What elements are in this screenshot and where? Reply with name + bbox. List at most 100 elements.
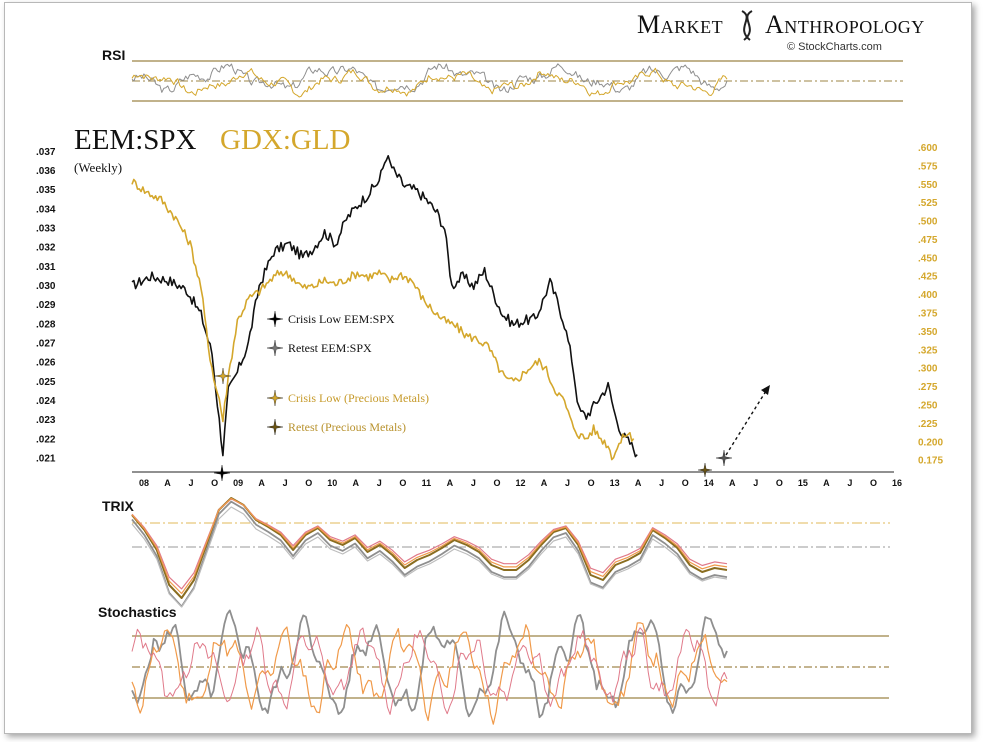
x-tick-label: 09 (233, 478, 243, 488)
x-tick-label: A (447, 478, 454, 488)
legend-label: Crisis Low EEM:SPX (288, 312, 395, 326)
x-tick-label: A (164, 478, 171, 488)
credit: © StockCharts.com (787, 41, 882, 53)
left-tick-label: .027 (36, 338, 56, 349)
left-tick-label: .021 (36, 453, 56, 464)
left-tick-label: .036 (36, 166, 56, 177)
retest-eem-marker (715, 449, 733, 467)
x-tick-label: J (189, 478, 194, 488)
trix-title: TRIX (102, 498, 135, 514)
left-tick-label: .022 (36, 434, 56, 445)
title-primary: EEM:SPX (74, 124, 197, 156)
main-panel (131, 155, 894, 482)
right-tick-label: .350 (918, 327, 938, 338)
dna-logo-icon (741, 10, 753, 41)
left-tick-label: .023 (36, 415, 56, 426)
x-tick-label: J (377, 478, 382, 488)
x-tick-label: J (283, 478, 288, 488)
right-tick-label: .225 (918, 419, 938, 430)
x-tick-label: 10 (327, 478, 337, 488)
x-tick-label: J (847, 478, 852, 488)
left-tick-label: .037 (36, 147, 56, 158)
chart-frame (4, 2, 972, 734)
x-tick-label: O (211, 478, 218, 488)
right-tick-label: .500 (918, 217, 938, 228)
stoch-line-pink (131, 626, 728, 715)
left-tick-label: .024 (36, 396, 56, 407)
gold-star-icon (266, 389, 284, 407)
left-tick-label: .028 (36, 319, 56, 330)
right-tick-label: .275 (918, 382, 938, 393)
right-tick-label: .450 (918, 253, 938, 264)
right-tick-label: .300 (918, 364, 938, 375)
x-tick-label: 08 (139, 478, 149, 488)
legend-label: Retest EEM:SPX (288, 341, 372, 355)
series-line-eem-spx (131, 155, 638, 458)
left-tick-label: .029 (36, 300, 56, 311)
right-tick-label: .425 (918, 272, 938, 283)
trix-panel (131, 497, 890, 608)
rsi-line-gold (131, 67, 728, 98)
left-tick-label: .026 (36, 358, 56, 369)
left-tick-label: .032 (36, 243, 56, 254)
crisis-low-gold-marker (214, 367, 232, 385)
x-tick-label: O (588, 478, 595, 488)
right-tick-label: .575 (918, 161, 938, 172)
rsi-line-eem (131, 63, 728, 93)
trix-line-gray (131, 500, 728, 608)
right-axis: .600 .575 .550 .525 .500 .475 .450 .425 .400 .375… (918, 143, 943, 467)
black-star-icon (266, 310, 284, 328)
x-tick-label: O (305, 478, 312, 488)
right-tick-label: .325 (918, 345, 938, 356)
legend-label: Crisis Low (Precious Metals) (288, 391, 429, 405)
left-tick-label: .035 (36, 185, 56, 196)
x-tick-label: O (682, 478, 689, 488)
stochastics-title: Stochastics (98, 604, 177, 620)
right-tick-label: .400 (918, 290, 938, 301)
x-tick-label: J (659, 478, 664, 488)
right-tick-label: .475 (918, 235, 938, 246)
x-tick-label: J (471, 478, 476, 488)
right-tick-label: 0.200 (918, 437, 943, 448)
x-tick-label: A (823, 478, 830, 488)
right-tick-label: .600 (918, 143, 938, 154)
left-tick-label: .031 (36, 262, 56, 273)
x-tick-label: 14 (704, 478, 714, 488)
x-tick-label: O (776, 478, 783, 488)
stoch-line-orange (131, 622, 728, 725)
x-tick-label: O (493, 478, 500, 488)
x-tick-label: A (258, 478, 265, 488)
x-tick-label: O (399, 478, 406, 488)
title-secondary: GDX:GLD (220, 124, 351, 156)
right-tick-label: .525 (918, 198, 938, 209)
legend: Crisis Low EEM:SPX Retest EEM:SPX Crisis L… (266, 310, 429, 436)
x-tick-label: A (635, 478, 642, 488)
x-tick-label: A (729, 478, 736, 488)
right-tick-label: 0.175 (918, 456, 943, 467)
left-tick-label: .025 (36, 377, 56, 388)
retest-gold-marker (697, 462, 713, 478)
right-tick-label: .250 (918, 400, 938, 411)
x-tick-label: 16 (892, 478, 902, 488)
x-tick-label: 13 (610, 478, 620, 488)
x-tick-label: 11 (422, 478, 432, 488)
x-tick-label: O (870, 478, 877, 488)
legend-label: Retest (Precious Metals) (288, 420, 406, 434)
x-tick-label: J (753, 478, 758, 488)
left-tick-label: .034 (36, 204, 56, 215)
stoch-line-gray (131, 609, 728, 719)
x-tick-label: 15 (798, 478, 808, 488)
left-tick-label: .033 (36, 223, 56, 234)
left-axis: .037 .036 .035 .034 .033 .032 .031 .030 .029 .028… (36, 147, 56, 465)
trix-line-gold (131, 497, 728, 599)
right-tick-label: .550 (918, 180, 938, 191)
trix-line-lightgray (131, 506, 728, 608)
projection-arrow (725, 390, 767, 456)
rsi-panel (131, 60, 903, 102)
right-tick-label: .375 (918, 309, 938, 320)
series-line-gdx-gld (131, 178, 635, 461)
crisis-low-eem-marker (213, 464, 231, 482)
left-tick-label: .030 (36, 281, 56, 292)
x-tick-label: A (541, 478, 548, 488)
